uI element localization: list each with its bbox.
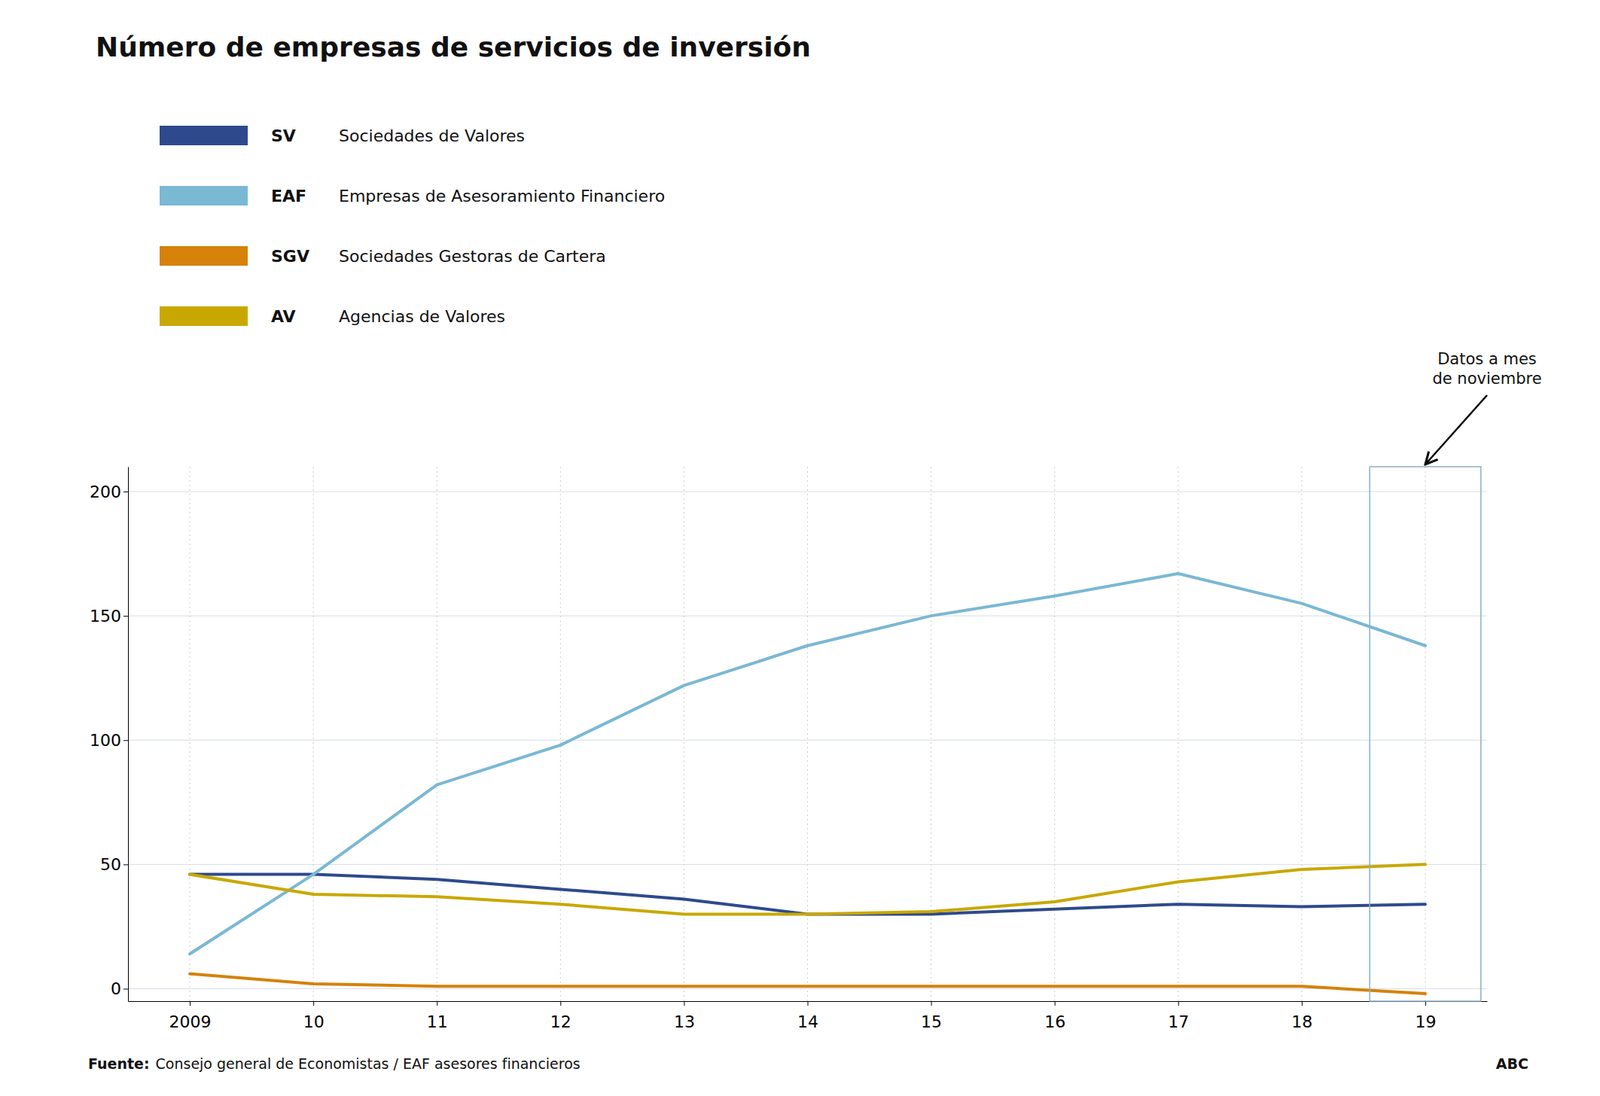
y-tick-label: 200 <box>89 482 122 502</box>
legend-item: EAF Empresas de Asesoramiento Financiero <box>159 185 665 206</box>
series-line <box>189 864 1426 915</box>
x-tick-label: 19 <box>1414 1012 1436 1032</box>
x-tick-label: 12 <box>550 1012 572 1032</box>
plot-area <box>189 573 1426 994</box>
x-tick-label: 18 <box>1291 1012 1313 1032</box>
legend-item: SGV Sociedades Gestoras de Cartera <box>159 246 607 266</box>
x-tick-label: 15 <box>920 1012 942 1032</box>
highlight-box <box>1369 466 1482 1002</box>
grid-line-x <box>1424 466 1426 1002</box>
title: Número de empresas de servicios de inver… <box>95 31 811 63</box>
chart-root: Número de empresas de servicios de inver… <box>0 0 1600 1096</box>
x-tick-label: 2009 <box>169 1012 212 1032</box>
legend-code: AV <box>271 307 296 327</box>
y-tick-mark <box>123 740 128 741</box>
legend-swatch <box>159 246 248 266</box>
x-tick-mark <box>1301 1001 1303 1006</box>
annotation: Datos a mesde noviembre <box>1369 350 1542 1002</box>
legend-label: Agencias de Valores <box>338 307 506 327</box>
legend-label: Empresas de Asesoramiento Financiero <box>338 186 665 206</box>
x-tick: 16 <box>1044 1001 1066 1032</box>
x-tick-mark <box>560 1001 561 1006</box>
x-tick: 15 <box>920 1001 942 1032</box>
grid-line-y <box>128 988 1488 990</box>
source-text: Consejo general de Economistas / EAF ase… <box>155 1055 581 1073</box>
grid-line-x <box>1301 466 1302 1002</box>
x-tick: 18 <box>1291 1001 1313 1032</box>
y-tick-label: 0 <box>110 979 122 999</box>
x-tick: 19 <box>1414 1001 1436 1032</box>
grid-line-x <box>1177 466 1179 1002</box>
legend-item: SV Sociedades de Valores <box>159 125 525 146</box>
legend-label: Sociedades Gestoras de Cartera <box>338 246 607 266</box>
grid-line-y <box>128 491 1488 493</box>
y-tick-mark <box>123 988 128 990</box>
y-tick: 150 <box>89 606 128 626</box>
grid-line-x <box>930 466 932 1002</box>
credit: ABC <box>1496 1055 1529 1073</box>
legend-code: EAF <box>271 186 307 206</box>
x-axis: 2009 10 11 12 13 14 15 16 17 18 19 <box>128 1001 1488 1032</box>
y-tick-label: 100 <box>89 731 122 750</box>
legend-item: AV Agencias de Valores <box>159 306 506 327</box>
annotation-text: de noviembre <box>1432 369 1542 388</box>
x-tick-mark <box>436 1001 438 1006</box>
x-tick: 14 <box>797 1001 819 1032</box>
grid-line-x <box>807 466 808 1002</box>
y-axis-line <box>128 467 129 1003</box>
y-tick-mark <box>123 491 128 493</box>
x-tick-mark <box>807 1001 809 1006</box>
grid-line-x <box>683 466 685 1002</box>
y-tick-label: 150 <box>89 606 122 626</box>
x-tick-mark <box>683 1001 685 1006</box>
x-tick-mark <box>1425 1001 1427 1006</box>
x-tick-mark <box>1178 1001 1180 1006</box>
grid-line-x <box>1054 466 1055 1002</box>
annotation-text: Datos a mes <box>1437 350 1537 369</box>
annotation-arrow <box>1425 395 1488 465</box>
y-axis: 0 50 100 150 200 <box>89 467 129 1003</box>
y-tick: 200 <box>89 482 128 502</box>
legend-swatch <box>159 306 248 327</box>
y-tick-mark <box>123 864 128 866</box>
grid-line-x <box>436 466 438 1002</box>
y-tick-mark <box>123 615 128 617</box>
footer: Fuente: Consejo general de Economistas / … <box>88 1055 1529 1073</box>
grid <box>128 466 1488 1002</box>
x-tick-label: 10 <box>303 1012 325 1032</box>
x-tick-label: 11 <box>426 1012 448 1032</box>
legend-swatch <box>159 125 248 146</box>
legend-swatch <box>159 185 248 206</box>
x-tick-label: 14 <box>797 1012 819 1032</box>
x-tick-mark <box>931 1001 933 1006</box>
series-line <box>189 573 1426 954</box>
grid-line-x <box>560 466 561 1002</box>
y-tick: 50 <box>100 855 128 875</box>
legend-label: Sociedades de Valores <box>338 126 525 146</box>
x-tick-label: 17 <box>1167 1012 1189 1032</box>
grid-line-x <box>189 466 191 1002</box>
x-tick-label: 16 <box>1044 1012 1066 1032</box>
y-tick: 100 <box>89 731 128 750</box>
x-tick: 12 <box>550 1001 572 1032</box>
y-tick: 0 <box>110 979 128 999</box>
x-tick-mark <box>313 1001 314 1006</box>
x-tick: 2009 <box>169 1001 212 1032</box>
grid-line-x <box>313 466 314 1002</box>
x-tick: 13 <box>673 1001 695 1032</box>
grid-line-y <box>128 740 1488 741</box>
legend-code: SGV <box>271 246 310 266</box>
x-tick-mark <box>189 1001 191 1006</box>
x-tick: 10 <box>303 1001 325 1032</box>
series-line <box>189 974 1426 994</box>
x-tick-label: 13 <box>673 1012 695 1032</box>
legend-code: SV <box>271 126 296 146</box>
x-tick: 11 <box>426 1001 448 1032</box>
x-tick-mark <box>1054 1001 1056 1006</box>
source-label: Fuente: <box>88 1055 150 1073</box>
y-tick-label: 50 <box>100 855 122 875</box>
legend: SV Sociedades de Valores EAF Empresas de As… <box>159 125 665 327</box>
x-tick: 17 <box>1167 1001 1189 1032</box>
